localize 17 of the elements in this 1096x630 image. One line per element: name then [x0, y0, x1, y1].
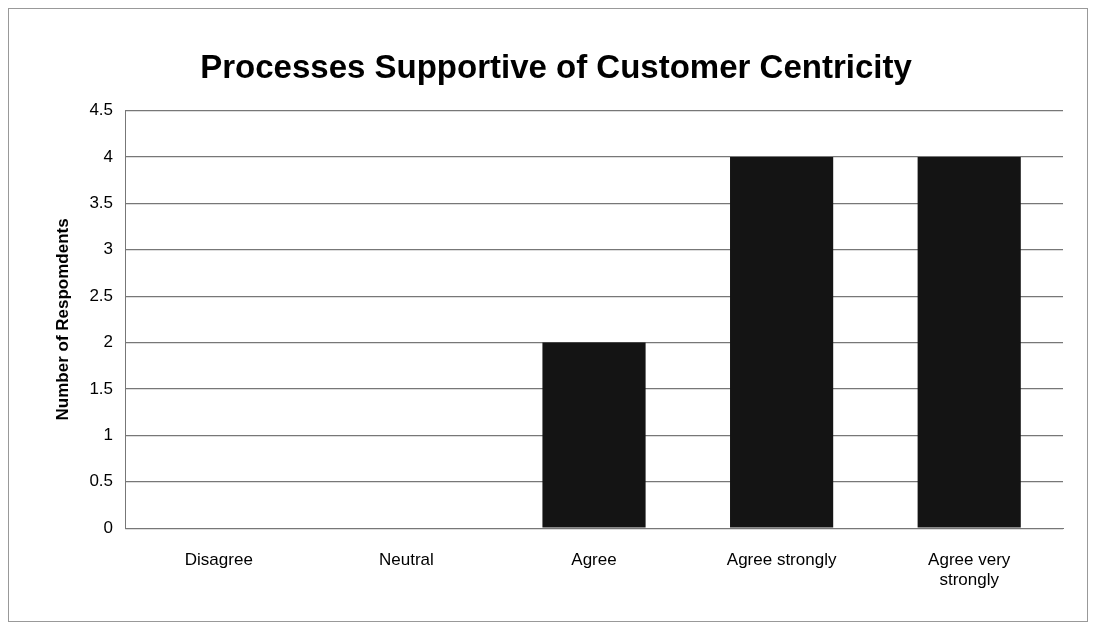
x-tick-label: Disagree — [184, 550, 253, 570]
x-tick-label: Agree very strongly — [928, 550, 1011, 590]
y-tick-label: 4 — [103, 146, 114, 166]
y-tick-label: 2.5 — [89, 285, 114, 305]
x-tick-label: Neutral — [379, 550, 434, 570]
y-tick-label: 2 — [103, 332, 114, 352]
y-tick-label: 3.5 — [89, 193, 114, 213]
y-tick-label: 0.5 — [89, 471, 114, 491]
x-tick-label: Agree — [571, 550, 617, 570]
y-tick-label: 3 — [103, 239, 114, 259]
x-tick-label: Agree strongly — [726, 550, 837, 570]
y-tick-label: 0 — [103, 517, 114, 537]
chart-title: Processes Supportive of Customer Centricity — [200, 47, 913, 85]
y-tick-label: 4.5 — [89, 100, 114, 120]
y-axis-title: Number of Respomdents — [52, 218, 72, 421]
y-tick-label: 1 — [103, 425, 114, 445]
y-tick-label: 1.5 — [89, 378, 114, 398]
